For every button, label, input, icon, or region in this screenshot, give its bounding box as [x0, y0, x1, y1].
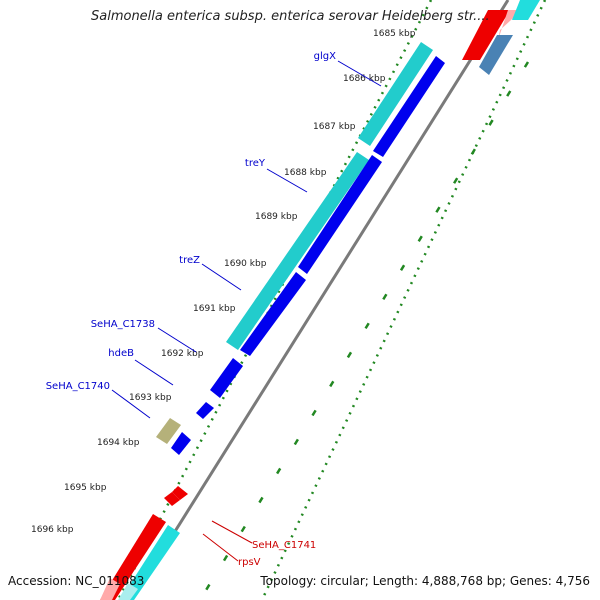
genome-backbone [130, 0, 510, 600]
reverse-cds-top-pale [498, 10, 522, 40]
cyan-feature-top [512, 0, 540, 20]
cds-hdeB [196, 402, 214, 419]
kbp-tick-label: 1685 kbp [373, 29, 416, 39]
gene-label: treZ [179, 255, 200, 266]
gene-label: SeHA_C1740 [46, 381, 110, 392]
cds-treY [298, 155, 382, 274]
kbp-tick-label: 1686 kbp [343, 74, 386, 84]
cds-glgX [373, 56, 445, 157]
gene-label: SeHA_C1738 [91, 319, 155, 330]
kbp-tick-label: 1692 kbp [161, 349, 204, 359]
cds-rpsV [164, 492, 180, 506]
kbp-tick-label: 1693 kbp [129, 393, 172, 403]
cyan-feature-bottom-pale [118, 583, 138, 600]
kbp-tick-label: 1695 kbp [64, 483, 107, 493]
kbp-tick-label: 1689 kbp [255, 212, 298, 222]
cyan-feature-bottom [120, 525, 180, 600]
steelblue-feature-top [479, 35, 513, 75]
genome-summary-text: Topology: circular; Length: 4,888,768 bp… [260, 574, 590, 588]
gene-labels: glgX treY treZ SeHA_C1738 hdeB SeHA_C1740 SeHA… [46, 51, 382, 568]
gene-leader-line [111, 389, 151, 419]
kbp-tick-label: 1694 kbp [97, 438, 140, 448]
dashed-ring-inner [198, 61, 530, 600]
olive-feature-SeHA_C1740 [156, 418, 181, 444]
kbp-tick-label: 1687 kbp [313, 122, 356, 132]
dotted-ring-inner [260, 0, 547, 600]
gene-label: glgX [314, 51, 336, 62]
cds-SeHA_C1738 [210, 358, 243, 398]
reverse-cds-bottom [100, 514, 166, 600]
kbp-tick-label: 1688 kbp [284, 168, 327, 178]
gene-label: treY [245, 158, 266, 169]
gene-label: hdeB [108, 348, 134, 359]
gene-leader-line [202, 533, 239, 562]
gene-leader-line [211, 520, 253, 544]
genome-title: Salmonella enterica subsp. enterica sero… [91, 9, 490, 24]
cds-SeHA_C1741 [172, 486, 188, 500]
kbp-tick-label: 1691 kbp [193, 304, 236, 314]
gene-leader-line [134, 359, 174, 386]
kbp-tick-label: 1690 kbp [224, 259, 267, 269]
gene-label: SeHA_C1741 [252, 540, 316, 551]
gene-leader-line [201, 263, 242, 291]
gene-label: rpsV [238, 557, 261, 568]
gene-leader-line [157, 327, 197, 353]
reverse-cds-bottom-pale [100, 578, 120, 600]
kbp-ticks: 1685 kbp 1686 kbp 1687 kbp 1688 kbp 1689 kbp… [31, 29, 416, 535]
accession-text: Accession: NC_011083 [8, 574, 145, 588]
cds-SeHA_C1740 [171, 432, 191, 455]
cds-treZ [240, 272, 306, 356]
cyan-feature-long-2 [226, 152, 369, 350]
reverse-cds-top [462, 10, 510, 60]
kbp-tick-label: 1696 kbp [31, 525, 74, 535]
gene-leader-line [337, 60, 382, 87]
gene-leader-line [266, 168, 308, 193]
dotted-ring-outer [116, 0, 433, 600]
cyan-feature-long-1 [358, 42, 433, 146]
